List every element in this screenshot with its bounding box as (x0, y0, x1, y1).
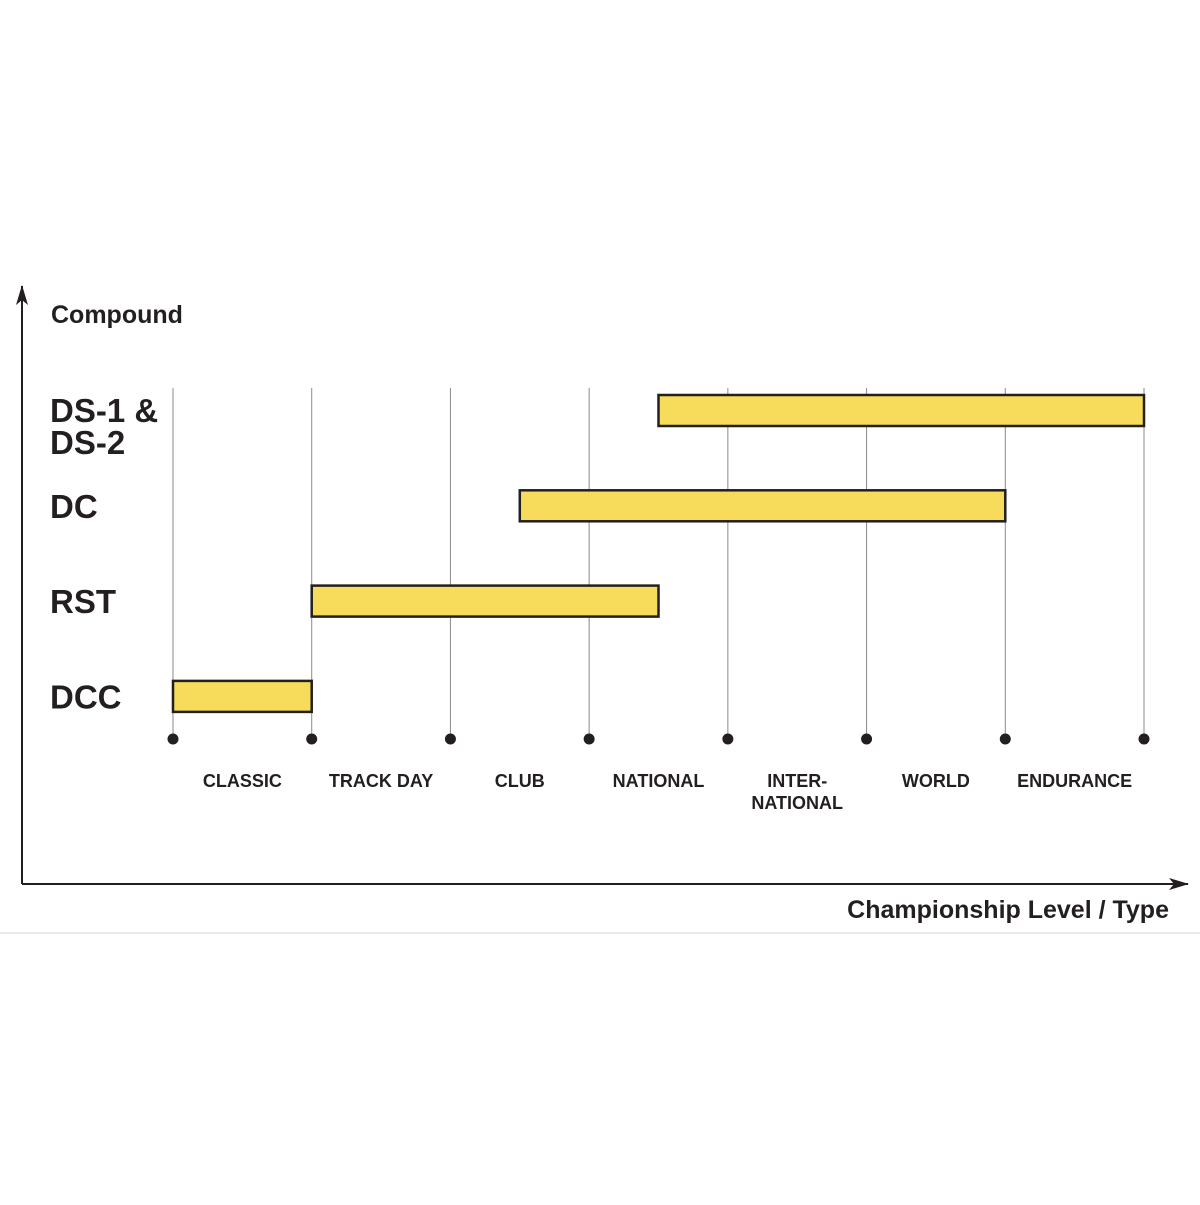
x-tick-label: WORLD (902, 771, 970, 791)
row-label-line: DS-2 (50, 424, 125, 461)
x-axis-title: Championship Level / Type (847, 896, 1169, 924)
x-ticks (167, 733, 1150, 745)
row-label-line: RST (50, 583, 116, 620)
tick-mark-7 (1138, 733, 1150, 745)
range-bar (171, 679, 313, 714)
x-tick-labels: CLASSIC TRACK DAY CLUB NATIONAL INTER-NATION… (203, 771, 1132, 813)
x-tick-label-line: CLASSIC (203, 771, 282, 791)
row-label: DC (50, 488, 98, 525)
x-tick-label: TRACK DAY (329, 771, 433, 791)
row-label: RST (50, 583, 116, 620)
row-labels: DS-1 & DS-2 DC RST DCC (50, 392, 158, 715)
tick-mark-5 (861, 733, 873, 745)
x-tick-label-line: CLUB (495, 771, 545, 791)
row-label-line: DCC (50, 678, 122, 715)
range-bar (657, 393, 1146, 428)
tick-mark-3 (583, 733, 595, 745)
tick-mark-6 (999, 733, 1011, 745)
row-label: DS-1 & DS-2 (50, 392, 158, 461)
x-tick-label-line: TRACK DAY (329, 771, 433, 791)
tick-mark-2 (444, 733, 456, 745)
row-label-line: DS-1 & (50, 392, 158, 429)
range-bar (310, 584, 660, 618)
y-axis-title: Compound (51, 301, 183, 329)
x-tick-label-line: NATIONAL (613, 771, 705, 791)
x-tick-label-line: WORLD (902, 771, 970, 791)
x-tick-label-line: NATIONAL (751, 793, 843, 813)
x-tick-label-line: INTER- (767, 771, 827, 791)
x-tick-label: ENDURANCE (1017, 771, 1132, 791)
tick-mark-0 (167, 733, 179, 745)
gridlines (172, 388, 1145, 739)
row-label: DCC (50, 678, 122, 715)
tick-mark-1 (306, 733, 318, 745)
row-label-line: DC (50, 488, 98, 525)
range-bar (518, 489, 1007, 523)
x-tick-label: INTER-NATIONAL (751, 771, 843, 813)
tick-mark-4 (722, 733, 734, 745)
x-tick-label-line: ENDURANCE (1017, 771, 1132, 791)
x-tick-label: NATIONAL (613, 771, 705, 791)
x-tick-label: CLUB (495, 771, 545, 791)
range-bars (171, 393, 1146, 714)
x-tick-label: CLASSIC (203, 771, 282, 791)
